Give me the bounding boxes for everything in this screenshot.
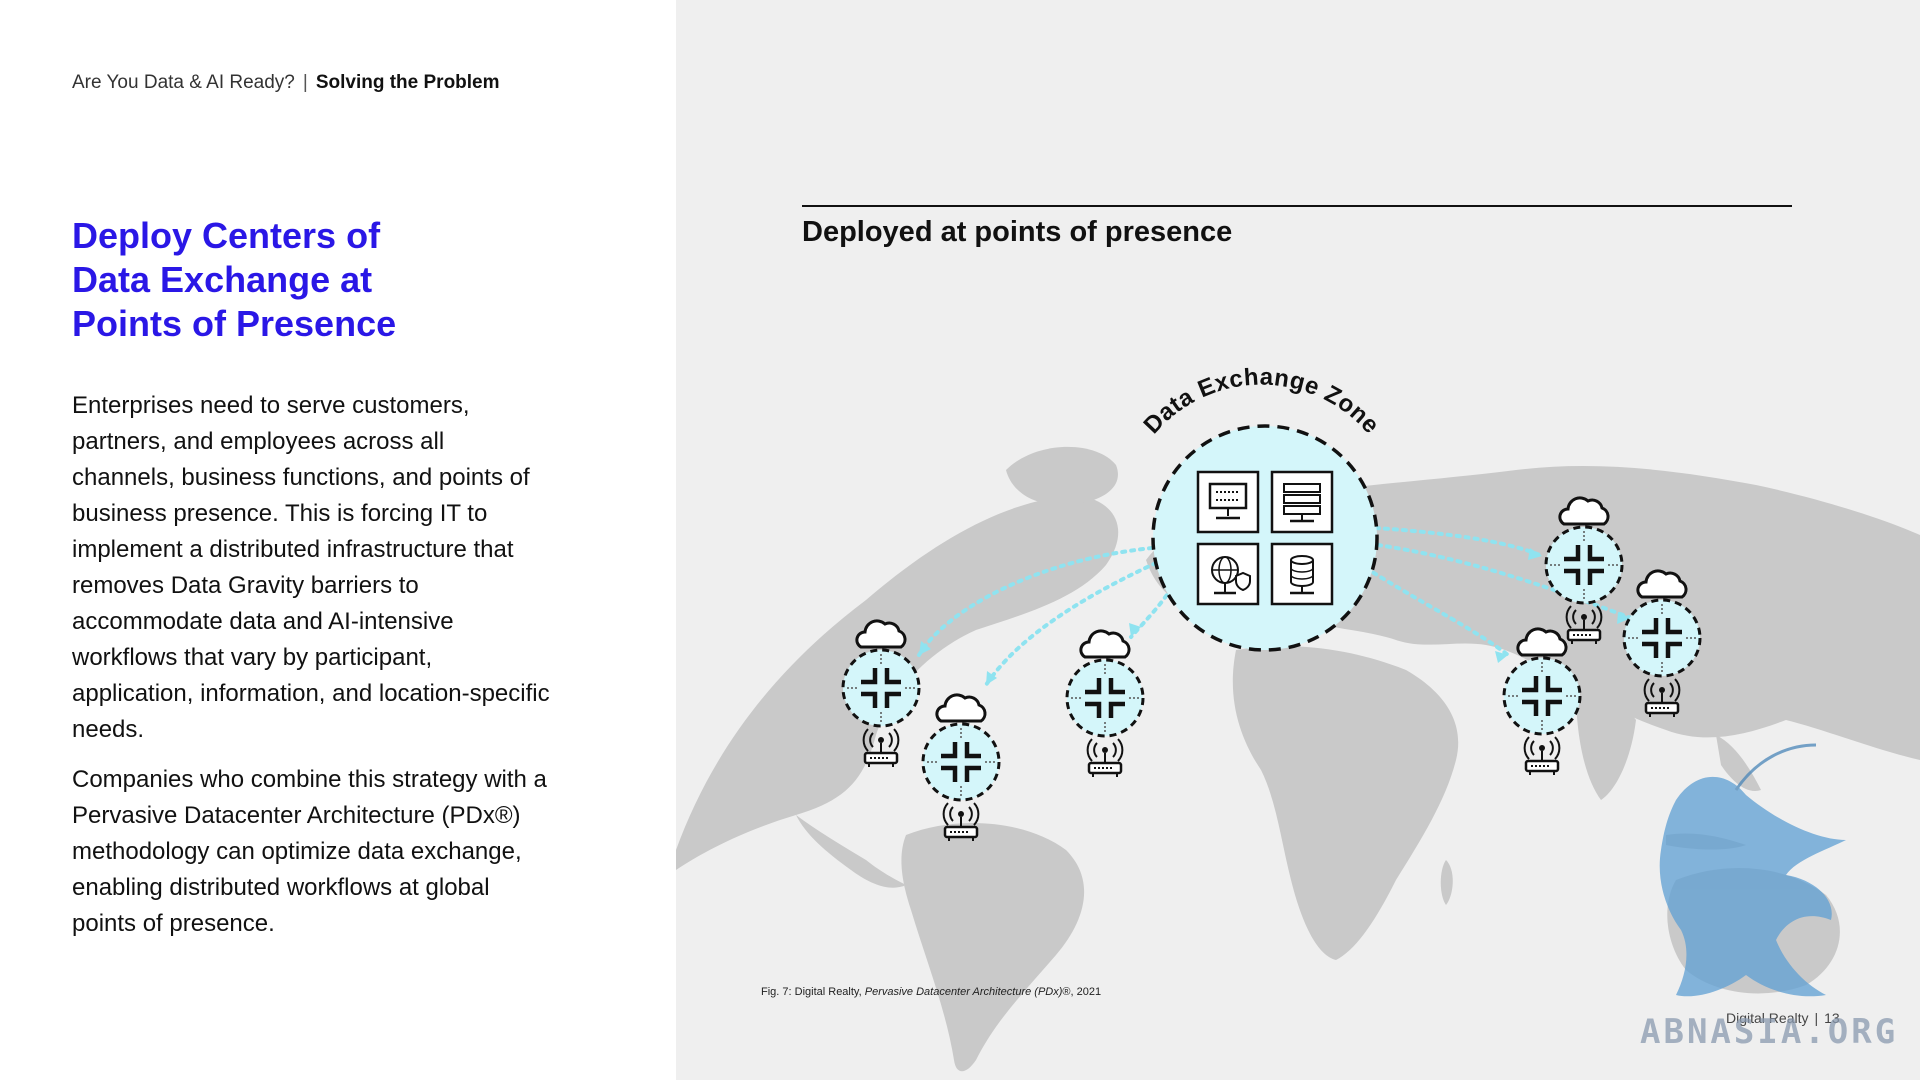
- compress-arrows-icon: [1546, 527, 1622, 603]
- land-south-america: [901, 823, 1085, 1072]
- cloud-icon: [1079, 629, 1131, 659]
- land-greenland: [1006, 446, 1118, 505]
- pop-node-americas-2: [923, 693, 999, 843]
- body-text: Enterprises need to serve customers, par…: [72, 388, 552, 956]
- database-icon: [1270, 542, 1334, 606]
- figure-title: Deployed at points of presence: [802, 216, 1233, 248]
- breadcrumb-document-title: Are You Data & AI Ready?: [72, 72, 295, 93]
- text-panel: Are You Data & AI Ready? | Solving the Pro…: [0, 0, 676, 1080]
- footer-company: Digital Realty: [1726, 1010, 1809, 1026]
- arrowhead: [1528, 548, 1542, 560]
- arrowhead: [986, 671, 997, 685]
- watermark-logo: [1659, 743, 1846, 997]
- router-icon: [942, 801, 980, 843]
- figure-divider: [802, 205, 1792, 207]
- page-title: Deploy Centers of Data Exchange at Point…: [72, 214, 572, 346]
- page-number: 13: [1824, 1010, 1840, 1026]
- watermark-text: ABNASIA.ORG: [1640, 1012, 1899, 1052]
- compress-arrows-icon: [1624, 600, 1700, 676]
- land-africa: [1232, 646, 1459, 960]
- caption-italic-title: Pervasive Datacenter Architecture (PDx): [864, 986, 1063, 998]
- world-map-diagram: Data Exchange Zone: [676, 364, 1920, 1072]
- caption-prefix: Fig. 7: Digital Realty,: [761, 986, 865, 998]
- caption-suffix: ®, 2021: [1062, 986, 1102, 998]
- body-paragraph: Enterprises need to serve customers, par…: [72, 392, 550, 743]
- router-icon: [1523, 735, 1561, 777]
- connector-line: [1376, 543, 1633, 620]
- compress-arrows-icon: [843, 650, 919, 726]
- page-title-line: Points of Presence: [72, 303, 397, 344]
- figure-panel: Deployed at points of presence: [676, 0, 1920, 1080]
- compress-arrows-icon: [923, 724, 999, 800]
- connector-line: [917, 546, 1154, 657]
- arrowhead: [919, 641, 931, 655]
- breadcrumb: Are You Data & AI Ready? | Solving the Pro…: [72, 72, 500, 94]
- server-icon: [1196, 470, 1260, 534]
- compress-arrows-icon: [1504, 658, 1580, 734]
- page-title-line: Data Exchange at: [72, 259, 373, 300]
- router-icon: [1086, 737, 1124, 779]
- cloud-icon: [935, 693, 987, 723]
- breadcrumb-section-title: Solving the Problem: [315, 72, 500, 93]
- connector-line: [1364, 566, 1510, 657]
- zone-circle: [1151, 424, 1379, 652]
- server-rack-icon: [1270, 470, 1334, 534]
- connector-arrowheads: [919, 548, 1631, 685]
- figure-caption: Fig. 7: Digital Realty, Pervasive Datace…: [761, 986, 1101, 998]
- arrowhead: [1617, 612, 1631, 624]
- arrowhead: [1129, 623, 1141, 637]
- data-exchange-zone: [1151, 424, 1379, 652]
- body-paragraph: Companies who combine this strategy with…: [72, 766, 547, 937]
- land-southeast-asia: [1716, 735, 1761, 791]
- compress-arrows-icon: [1067, 660, 1143, 736]
- land-india: [1576, 690, 1636, 800]
- connector-line: [1374, 526, 1544, 558]
- pop-node-atlantic: [1067, 629, 1143, 779]
- page-title-line: Deploy Centers of: [72, 215, 381, 256]
- footer-separator: |: [1814, 1010, 1819, 1026]
- breadcrumb-separator: |: [302, 72, 308, 93]
- land-madagascar: [1440, 860, 1453, 905]
- globe-icon: [1196, 542, 1260, 606]
- land-central-america: [796, 815, 906, 888]
- connector-line: [984, 561, 1158, 687]
- arrowhead: [1495, 651, 1508, 663]
- page-footer: Digital Realty | 13: [1726, 1010, 1840, 1026]
